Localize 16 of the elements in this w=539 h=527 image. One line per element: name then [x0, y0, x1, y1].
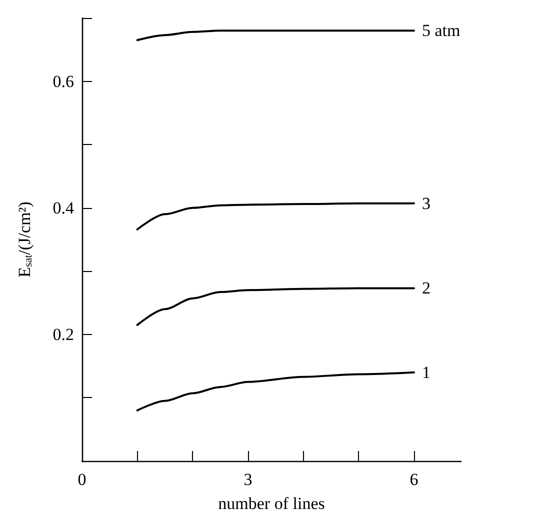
series-label: 5 atm	[422, 21, 460, 40]
y-tick-label: 0.2	[52, 324, 74, 344]
line-series	[136, 30, 415, 42]
x-tick-label: 6	[410, 470, 418, 489]
x-tick-label: 3	[244, 470, 252, 489]
series-label: 3	[422, 194, 430, 213]
x-axis-title: number of lines	[218, 494, 325, 513]
y-tick-label: 0.4	[52, 198, 74, 218]
y-axis-title: Esat/(J/cm²)	[15, 202, 34, 278]
y-tick-label: 0.6	[52, 72, 74, 91]
line-series	[136, 371, 415, 412]
line-series	[136, 202, 415, 230]
x-tick-label: 0	[78, 470, 86, 489]
line-series	[136, 287, 415, 326]
series-label: 1	[422, 362, 430, 382]
series-label: 2	[422, 278, 430, 298]
